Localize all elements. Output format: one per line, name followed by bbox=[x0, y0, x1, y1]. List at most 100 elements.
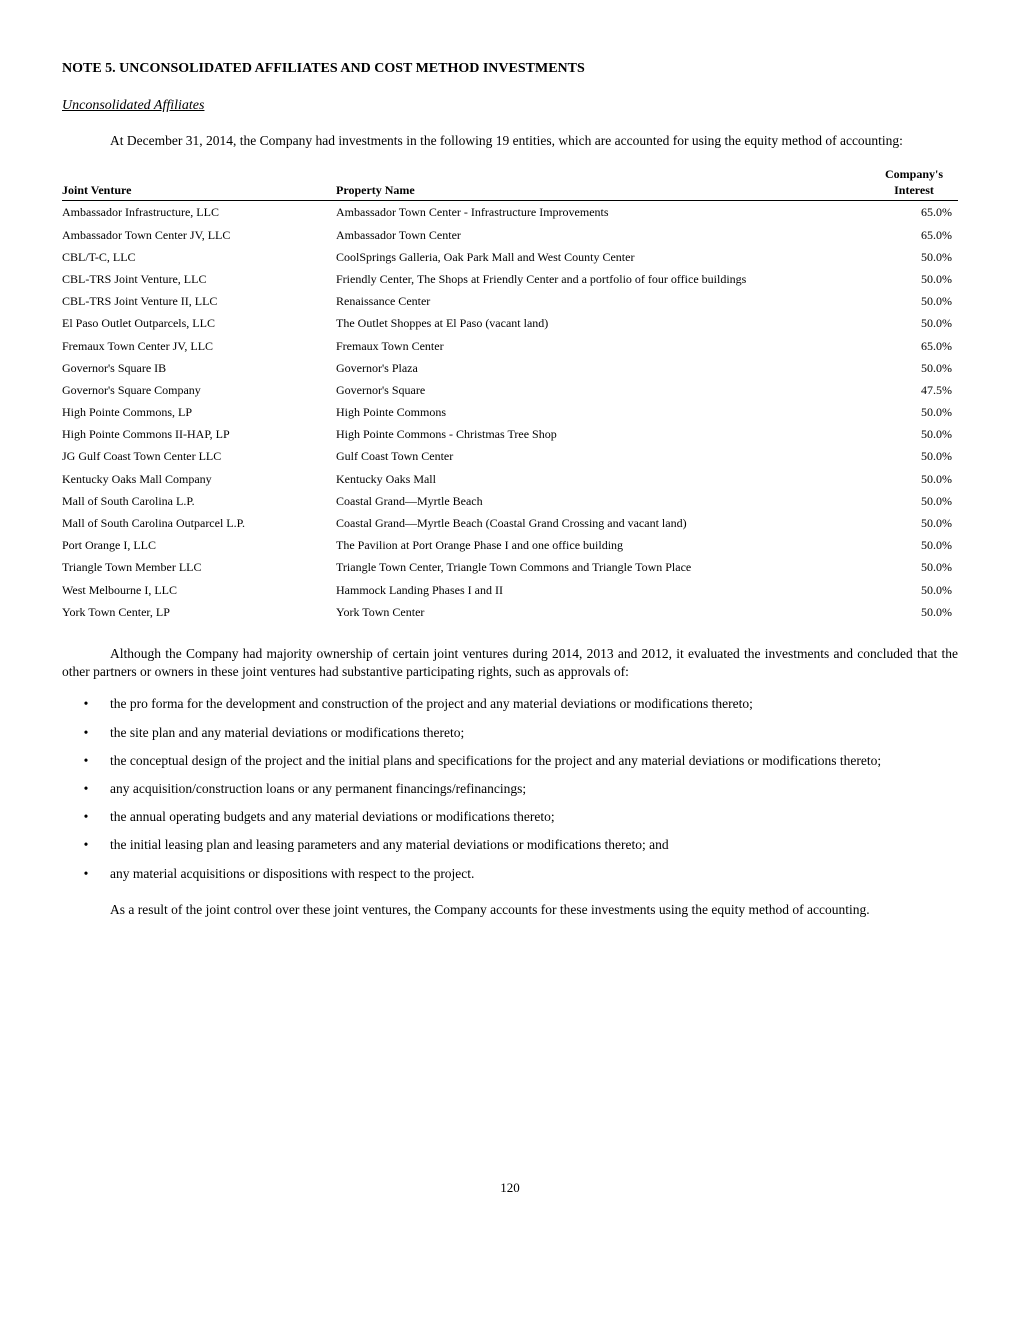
cell-property-name: Renaissance Center bbox=[336, 290, 874, 312]
table-row: York Town Center, LPYork Town Center50.0… bbox=[62, 601, 958, 623]
cell-interest: 50.0% bbox=[874, 445, 958, 467]
cell-property-name: CoolSprings Galleria, Oak Park Mall and … bbox=[336, 246, 874, 268]
bullet-text: the conceptual design of the project and… bbox=[110, 752, 958, 770]
cell-joint-venture: Governor's Square Company bbox=[62, 379, 336, 401]
cell-joint-venture: Port Orange I, LLC bbox=[62, 534, 336, 556]
cell-interest: 50.0% bbox=[874, 490, 958, 512]
table-row: Mall of South Carolina L.P.Coastal Grand… bbox=[62, 490, 958, 512]
cell-interest: 50.0% bbox=[874, 512, 958, 534]
table-row: West Melbourne I, LLCHammock Landing Pha… bbox=[62, 579, 958, 601]
cell-joint-venture: Ambassador Town Center JV, LLC bbox=[62, 224, 336, 246]
note-title: NOTE 5. UNCONSOLIDATED AFFILIATES AND CO… bbox=[62, 60, 958, 79]
table-row: Ambassador Town Center JV, LLCAmbassador… bbox=[62, 224, 958, 246]
cell-interest: 65.0% bbox=[874, 224, 958, 246]
col-header-property-name: Property Name bbox=[336, 164, 874, 201]
bullet-icon: • bbox=[62, 752, 110, 770]
col-header-interest-line1: Company's bbox=[885, 167, 943, 181]
bullet-text: the annual operating budgets and any mat… bbox=[110, 808, 958, 826]
cell-property-name: The Pavilion at Port Orange Phase I and … bbox=[336, 534, 874, 556]
cell-property-name: High Pointe Commons bbox=[336, 401, 874, 423]
table-row: JG Gulf Coast Town Center LLCGulf Coast … bbox=[62, 445, 958, 467]
cell-property-name: Coastal Grand—Myrtle Beach bbox=[336, 490, 874, 512]
cell-interest: 50.0% bbox=[874, 579, 958, 601]
cell-property-name: Kentucky Oaks Mall bbox=[336, 468, 874, 490]
table-body: Ambassador Infrastructure, LLCAmbassador… bbox=[62, 201, 958, 623]
bullet-text: the initial leasing plan and leasing par… bbox=[110, 836, 958, 854]
section-heading: Unconsolidated Affiliates bbox=[62, 97, 958, 116]
cell-interest: 50.0% bbox=[874, 357, 958, 379]
table-row: Kentucky Oaks Mall CompanyKentucky Oaks … bbox=[62, 468, 958, 490]
cell-property-name: The Outlet Shoppes at El Paso (vacant la… bbox=[336, 312, 874, 334]
col-header-interest: Company's Interest bbox=[874, 164, 958, 201]
cell-property-name: Fremaux Town Center bbox=[336, 335, 874, 357]
cell-interest: 50.0% bbox=[874, 268, 958, 290]
table-row: El Paso Outlet Outparcels, LLCThe Outlet… bbox=[62, 312, 958, 334]
cell-joint-venture: Governor's Square IB bbox=[62, 357, 336, 379]
bullet-icon: • bbox=[62, 724, 110, 742]
cell-interest: 65.0% bbox=[874, 335, 958, 357]
table-row: Ambassador Infrastructure, LLCAmbassador… bbox=[62, 201, 958, 224]
table-row: CBL-TRS Joint Venture II, LLCRenaissance… bbox=[62, 290, 958, 312]
table-row: Fremaux Town Center JV, LLCFremaux Town … bbox=[62, 335, 958, 357]
cell-joint-venture: Mall of South Carolina L.P. bbox=[62, 490, 336, 512]
cell-property-name: Hammock Landing Phases I and II bbox=[336, 579, 874, 601]
bullet-icon: • bbox=[62, 865, 110, 883]
cell-joint-venture: El Paso Outlet Outparcels, LLC bbox=[62, 312, 336, 334]
cell-joint-venture: West Melbourne I, LLC bbox=[62, 579, 336, 601]
cell-interest: 50.0% bbox=[874, 423, 958, 445]
table-row: High Pointe Commons II-HAP, LPHigh Point… bbox=[62, 423, 958, 445]
cell-joint-venture: Triangle Town Member LLC bbox=[62, 556, 336, 578]
bullet-icon: • bbox=[62, 808, 110, 826]
cell-joint-venture: Mall of South Carolina Outparcel L.P. bbox=[62, 512, 336, 534]
table-row: Governor's Square IBGovernor's Plaza50.0… bbox=[62, 357, 958, 379]
cell-joint-venture: York Town Center, LP bbox=[62, 601, 336, 623]
table-row: Triangle Town Member LLCTriangle Town Ce… bbox=[62, 556, 958, 578]
cell-interest: 47.5% bbox=[874, 379, 958, 401]
bullet-icon: • bbox=[62, 695, 110, 713]
list-item: •the annual operating budgets and any ma… bbox=[62, 808, 958, 826]
cell-joint-venture: CBL-TRS Joint Venture II, LLC bbox=[62, 290, 336, 312]
cell-property-name: Gulf Coast Town Center bbox=[336, 445, 874, 467]
list-item: •the conceptual design of the project an… bbox=[62, 752, 958, 770]
cell-joint-venture: JG Gulf Coast Town Center LLC bbox=[62, 445, 336, 467]
bullet-text: any material acquisitions or disposition… bbox=[110, 865, 958, 883]
intro-paragraph: At December 31, 2014, the Company had in… bbox=[62, 132, 958, 150]
bullet-icon: • bbox=[62, 780, 110, 798]
cell-interest: 65.0% bbox=[874, 201, 958, 224]
cell-property-name: Triangle Town Center, Triangle Town Comm… bbox=[336, 556, 874, 578]
table-row: High Pointe Commons, LPHigh Pointe Commo… bbox=[62, 401, 958, 423]
bullet-icon: • bbox=[62, 836, 110, 854]
list-item: •any acquisition/construction loans or a… bbox=[62, 780, 958, 798]
cell-property-name: Governor's Plaza bbox=[336, 357, 874, 379]
cell-property-name: Governor's Square bbox=[336, 379, 874, 401]
list-item: •the initial leasing plan and leasing pa… bbox=[62, 836, 958, 854]
bullet-text: the pro forma for the development and co… bbox=[110, 695, 958, 713]
cell-joint-venture: High Pointe Commons II-HAP, LP bbox=[62, 423, 336, 445]
closing-paragraph: As a result of the joint control over th… bbox=[62, 901, 958, 919]
col-header-joint-venture: Joint Venture bbox=[62, 164, 336, 201]
cell-property-name: Ambassador Town Center bbox=[336, 224, 874, 246]
bullet-text: any acquisition/construction loans or an… bbox=[110, 780, 958, 798]
page-number: 120 bbox=[62, 1179, 958, 1197]
cell-interest: 50.0% bbox=[874, 246, 958, 268]
cell-joint-venture: Fremaux Town Center JV, LLC bbox=[62, 335, 336, 357]
cell-joint-venture: CBL-TRS Joint Venture, LLC bbox=[62, 268, 336, 290]
cell-interest: 50.0% bbox=[874, 601, 958, 623]
cell-property-name: Ambassador Town Center - Infrastructure … bbox=[336, 201, 874, 224]
cell-interest: 50.0% bbox=[874, 468, 958, 490]
cell-property-name: High Pointe Commons - Christmas Tree Sho… bbox=[336, 423, 874, 445]
cell-joint-venture: CBL/T-C, LLC bbox=[62, 246, 336, 268]
cell-interest: 50.0% bbox=[874, 556, 958, 578]
cell-interest: 50.0% bbox=[874, 312, 958, 334]
cell-joint-venture: Ambassador Infrastructure, LLC bbox=[62, 201, 336, 224]
table-row: Port Orange I, LLCThe Pavilion at Port O… bbox=[62, 534, 958, 556]
cell-interest: 50.0% bbox=[874, 534, 958, 556]
cell-joint-venture: Kentucky Oaks Mall Company bbox=[62, 468, 336, 490]
col-header-interest-line2: Interest bbox=[894, 183, 934, 197]
list-item: •any material acquisitions or dispositio… bbox=[62, 865, 958, 883]
bullet-text: the site plan and any material deviation… bbox=[110, 724, 958, 742]
joint-venture-table: Joint Venture Property Name Company's In… bbox=[62, 164, 958, 623]
para-after-table: Although the Company had majority owners… bbox=[62, 645, 958, 681]
table-row: Mall of South Carolina Outparcel L.P.Coa… bbox=[62, 512, 958, 534]
cell-property-name: Coastal Grand—Myrtle Beach (Coastal Gran… bbox=[336, 512, 874, 534]
